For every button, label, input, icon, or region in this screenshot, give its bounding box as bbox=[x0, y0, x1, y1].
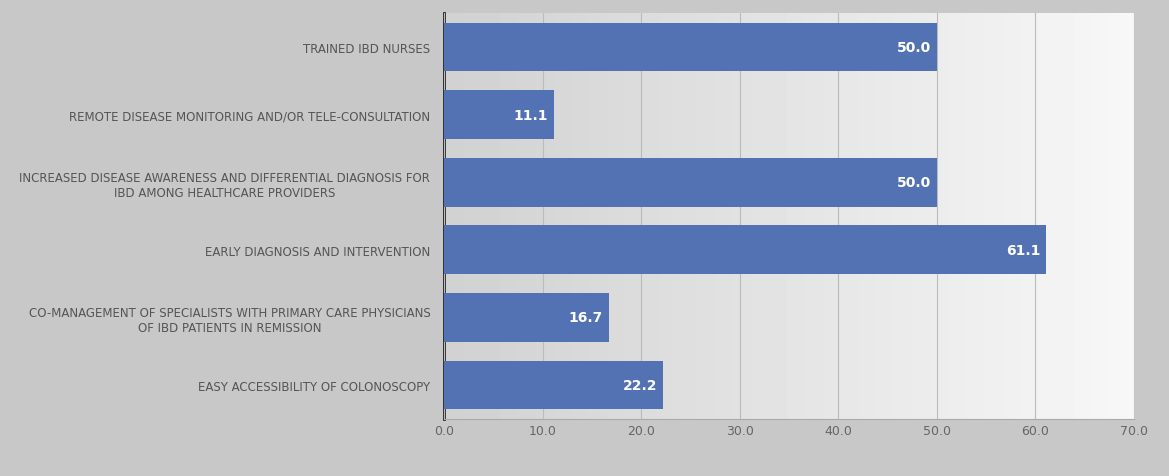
Text: 61.1: 61.1 bbox=[1007, 243, 1040, 258]
Text: 11.1: 11.1 bbox=[513, 109, 547, 122]
Text: 22.2: 22.2 bbox=[623, 378, 657, 392]
Bar bbox=[444, 91, 554, 140]
Bar bbox=[444, 293, 609, 342]
Bar bbox=[444, 226, 1046, 275]
Text: 16.7: 16.7 bbox=[568, 311, 603, 325]
Bar bbox=[444, 24, 936, 72]
Bar bbox=[444, 159, 936, 207]
Text: 50.0: 50.0 bbox=[897, 176, 931, 190]
Text: 50.0: 50.0 bbox=[897, 41, 931, 55]
Bar bbox=[444, 361, 663, 409]
